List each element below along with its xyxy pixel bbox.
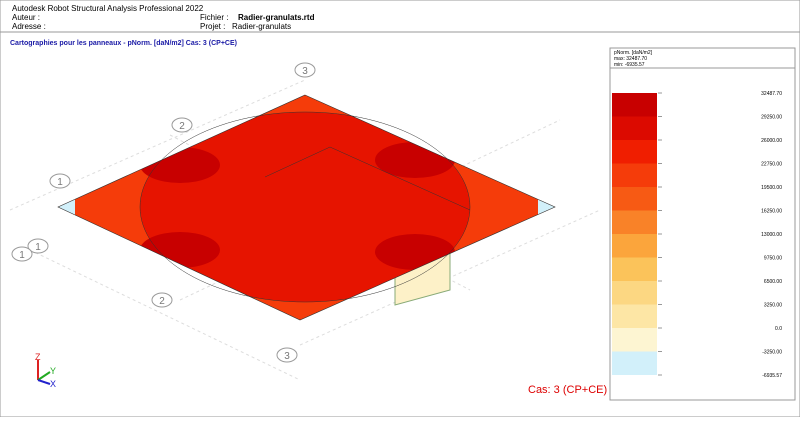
author-label: Auteur : xyxy=(12,13,40,22)
contour xyxy=(139,111,471,303)
file-name: Radier-granulats.rtd xyxy=(238,13,315,22)
legend-quantity: pNorm. [daN/m2] xyxy=(614,50,653,56)
grid-bubble xyxy=(151,292,173,308)
legend-label: 19500.00 xyxy=(761,185,782,191)
legend-label: 9750.00 xyxy=(764,256,782,262)
plate-outline xyxy=(57,94,556,321)
legend-label: 16250.00 xyxy=(761,209,782,215)
legend-label: 26000.00 xyxy=(761,138,782,144)
legend-band xyxy=(612,304,657,328)
case-label: Cas: 3 (CP+CE) xyxy=(528,384,607,396)
view-title: Cartographies pour les panneaux - pNorm.… xyxy=(10,40,237,47)
project-name: Radier-granulats xyxy=(232,22,291,31)
legend-band xyxy=(612,257,657,281)
axis-z: Z xyxy=(35,352,41,362)
legend-max: max: 32487.70 xyxy=(614,56,647,62)
legend-band xyxy=(612,187,657,211)
grid-bubble xyxy=(294,62,316,78)
legend-band xyxy=(612,234,657,258)
grid-label: 2 xyxy=(179,121,185,132)
legend-band xyxy=(612,351,657,375)
grid-label: 3 xyxy=(302,66,308,77)
file-label: Fichier : xyxy=(200,13,228,22)
address-label: Adresse : xyxy=(12,22,46,31)
grid-bubble xyxy=(27,238,49,254)
grid-label: 3 xyxy=(284,351,290,362)
grid-label: 1 xyxy=(19,250,25,261)
legend-label: 13000.00 xyxy=(761,232,782,238)
legend-label: -6935.57 xyxy=(762,373,782,379)
grid-bubble xyxy=(171,117,193,133)
axes-icon: Z Y X xyxy=(35,352,56,389)
axis-x: X xyxy=(50,379,56,389)
legend-label: 29250.00 xyxy=(761,115,782,121)
axis-y: Y xyxy=(50,366,56,376)
legend-band xyxy=(612,328,657,352)
app-name: Autodesk Robot Structural Analysis Profe… xyxy=(12,4,204,13)
legend-label: 6500.00 xyxy=(764,279,782,285)
legend-band xyxy=(612,281,657,305)
legend-band xyxy=(612,210,657,234)
legend-band xyxy=(612,93,657,117)
project-label: Projet : xyxy=(200,22,225,31)
grid-bubble xyxy=(49,173,71,189)
grid-label: 2 xyxy=(159,296,165,307)
legend-min: min: -6935.57 xyxy=(614,62,645,68)
legend-label: 0.0 xyxy=(775,326,782,332)
legend-label: 22750.00 xyxy=(761,162,782,168)
legend-scale: 32487.70 29250.00 26000.00 22750.00 19500.00… xyxy=(612,91,782,379)
edge xyxy=(264,146,471,211)
grid-bubble xyxy=(11,246,33,262)
legend-band xyxy=(612,140,657,164)
legend-band xyxy=(612,116,657,140)
legend-band xyxy=(612,163,657,187)
legend-label: 3250.00 xyxy=(764,303,782,309)
legend-label: -3250.00 xyxy=(762,350,782,356)
grid-label: 1 xyxy=(35,242,41,253)
grid-bubble xyxy=(276,347,298,363)
legend-label: 32487.70 xyxy=(761,91,782,97)
grid-label: 1 xyxy=(57,177,63,188)
